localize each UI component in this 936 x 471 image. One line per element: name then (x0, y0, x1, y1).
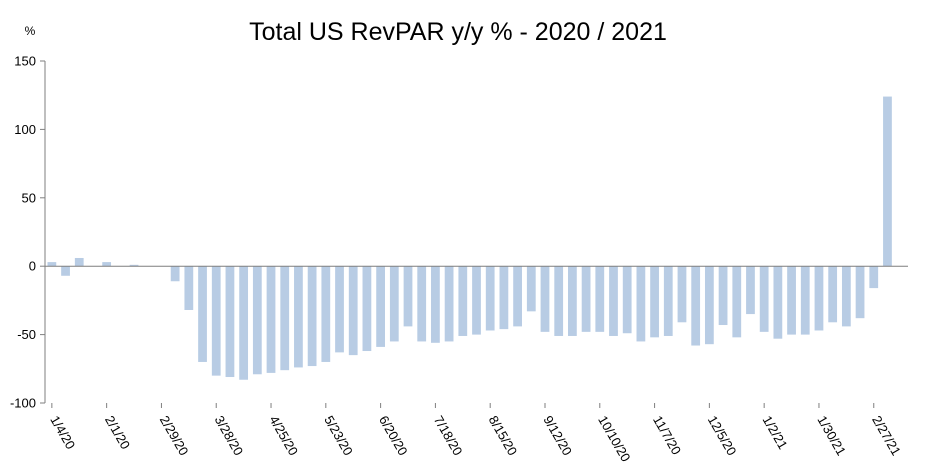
bar (458, 266, 468, 336)
bar (211, 266, 221, 376)
bar (184, 266, 194, 310)
x-tick-label: 4/25/20 (266, 413, 301, 458)
y-tick-label: -100 (10, 396, 36, 411)
y-tick-label: 50 (22, 190, 36, 205)
bar (814, 266, 824, 331)
bar (609, 266, 618, 336)
x-tick-label: 6/20/20 (376, 413, 411, 458)
x-tick-label: 3/28/20 (212, 413, 247, 458)
bar (389, 266, 399, 342)
bar (61, 266, 70, 276)
bar (663, 266, 673, 336)
bar (800, 266, 810, 335)
bar (444, 266, 454, 342)
x-tick-label: 1/30/21 (814, 413, 849, 458)
x-tick-label: 2/29/20 (157, 413, 192, 458)
bar (403, 266, 413, 327)
x-tick-label: 1/2/21 (760, 413, 791, 452)
bar (472, 266, 481, 335)
bar (691, 266, 701, 346)
bar (704, 266, 714, 345)
bar (129, 264, 139, 267)
bar (636, 266, 646, 342)
x-tick-label: 8/15/20 (486, 413, 521, 458)
bar (855, 266, 865, 319)
bar (362, 266, 372, 352)
bar (513, 266, 522, 327)
bar (595, 266, 605, 332)
bar (74, 257, 84, 267)
bar (376, 266, 385, 347)
x-tick-label: 11/7/20 (650, 413, 684, 457)
bars-group (47, 96, 892, 380)
bar (869, 266, 879, 289)
bar (622, 266, 632, 334)
bar (554, 266, 564, 336)
bar (239, 266, 249, 380)
bar (883, 96, 892, 267)
bar (252, 266, 262, 375)
bar (431, 266, 440, 343)
x-tick-label: 2/27/21 (869, 413, 904, 458)
x-tick-label: 1/4/20 (47, 413, 78, 452)
bar (335, 266, 344, 353)
y-axis-ticks: 150 100 50 0 -50 -100 (10, 54, 45, 411)
x-tick-label: 2/1/20 (102, 413, 133, 452)
bar (170, 266, 180, 282)
bar (581, 266, 591, 332)
bar (225, 266, 235, 378)
bar (773, 266, 783, 339)
bar (321, 266, 331, 362)
bar (266, 266, 276, 373)
chart-title: Total US RevPAR y/y % - 2020 / 2021 (249, 18, 667, 46)
x-tick-label: 9/12/20 (540, 413, 575, 458)
bar (499, 266, 509, 330)
bar (280, 266, 290, 371)
bar (650, 266, 659, 338)
bar (47, 262, 57, 267)
y-axis-unit-label: % (25, 24, 36, 38)
bar (677, 266, 687, 323)
bar (526, 266, 536, 312)
bar (307, 266, 317, 367)
bar (732, 266, 742, 338)
x-tick-label: 10/10/20 (595, 413, 633, 464)
x-tick-label: 7/18/20 (431, 413, 466, 458)
x-axis-ticks: 1/4/20 2/1/20 2/29/20 3/28/20 4/25/20 5/23/20… (47, 403, 904, 464)
bar (198, 266, 207, 362)
x-tick-label: 5/23/20 (321, 413, 356, 458)
bar (746, 266, 755, 315)
y-tick-label: -50 (17, 327, 36, 342)
y-tick-label: 150 (14, 54, 36, 69)
bar (294, 266, 303, 368)
bar (102, 262, 112, 267)
bar (828, 266, 838, 323)
bar (841, 266, 851, 327)
bar (568, 266, 577, 336)
y-tick-label: 0 (29, 259, 36, 274)
bar (718, 266, 728, 326)
bar (759, 266, 769, 332)
bar (787, 266, 796, 335)
bar (485, 266, 495, 331)
bar (348, 266, 358, 356)
x-tick-label: 12/5/20 (705, 413, 740, 458)
bar (417, 266, 427, 342)
bar (540, 266, 550, 332)
y-tick-label: 100 (14, 122, 36, 137)
